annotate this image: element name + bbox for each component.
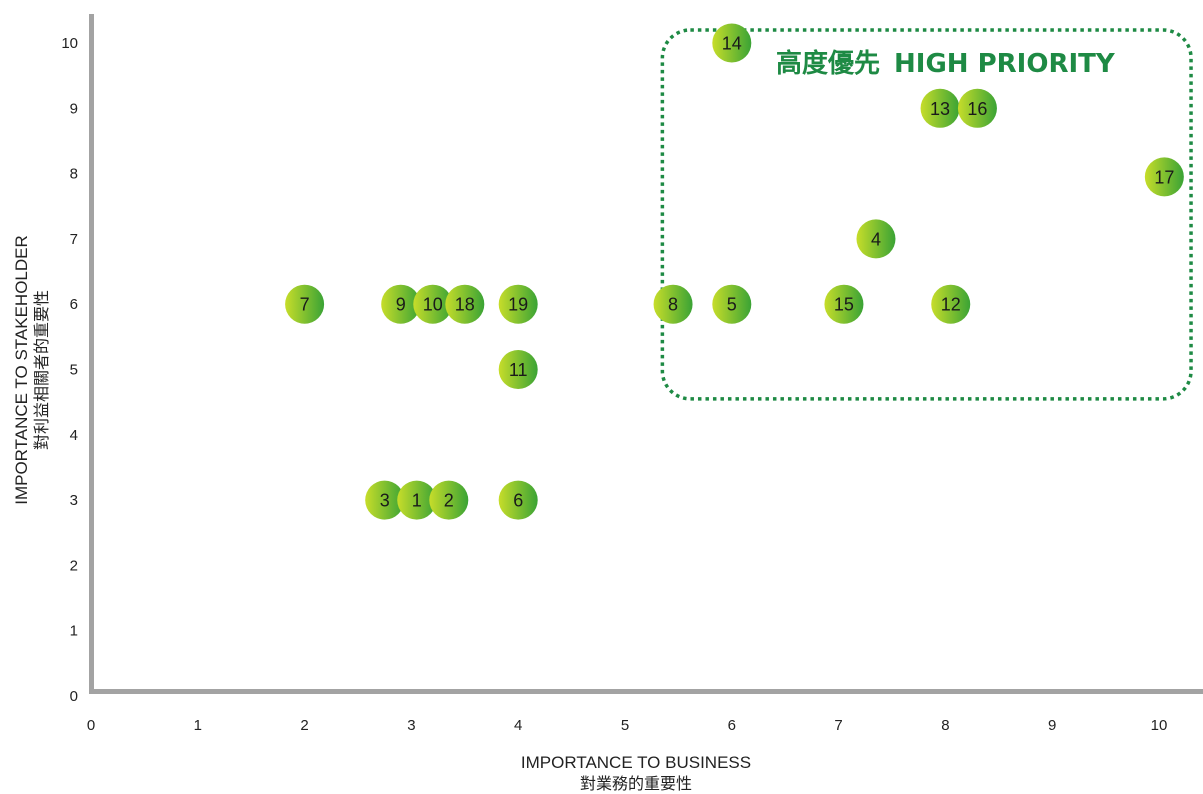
data-point-label: 18 [455,295,475,315]
data-point-marker [653,284,693,324]
data-point-marker [712,284,752,324]
data-point: 2 [429,480,469,520]
data-point: 4 [856,219,896,259]
data-point-marker [931,284,971,324]
data-point-label: 14 [722,34,742,54]
data-point: 13 [920,88,960,128]
y-tick-label: 6 [70,296,78,313]
data-point: 15 [824,284,864,324]
y-tick-label: 3 [70,492,78,509]
x-tick-labels: 0 1 2 3 4 5 6 7 8 9 10 [87,717,1168,734]
x-tick-label: 4 [514,717,522,734]
data-point: 8 [653,284,693,324]
data-point-marker [429,480,469,520]
data-point: 3 [365,480,405,520]
data-point-marker [381,284,421,324]
x-tick-label: 1 [194,717,202,734]
data-point-label: 4 [871,229,881,249]
data-point-marker [397,480,437,520]
data-point-marker [957,88,997,128]
y-tick-label: 5 [70,362,78,379]
x-axis-subtitle: 對業務的重要性 [580,774,692,793]
y-tick-label: 1 [70,623,78,640]
data-point-marker [1144,157,1184,197]
data-point: 9 [381,284,421,324]
data-point-marker [498,480,538,520]
data-point: 18 [445,284,485,324]
y-tick-label: 0 [70,688,78,705]
x-tick-label: 0 [87,717,95,734]
data-point-marker [712,23,752,63]
x-tick-label: 6 [728,717,736,734]
data-point: 16 [957,88,997,128]
data-point: 12 [931,284,971,324]
data-point-label: 2 [444,491,454,511]
y-tick-labels: 0 1 2 3 4 5 6 7 8 9 10 [61,35,78,705]
data-point-label: 12 [941,295,961,315]
data-point-label: 13 [930,99,950,119]
high-priority-label-en: HIGH PRIORITY [894,49,1116,79]
data-point-marker [285,284,325,324]
data-point-label: 19 [508,295,528,315]
data-point-marker [498,350,538,389]
data-point-label: 1 [412,491,422,511]
x-tick-label: 3 [407,717,415,734]
y-tick-label: 9 [70,100,78,117]
y-tick-label: 2 [70,557,78,574]
y-axis-subtitle: 對利益相關者的重要性 [32,290,51,450]
y-tick-label: 10 [61,35,78,52]
y-tick-label: 8 [70,166,78,183]
data-point-label: 16 [967,99,987,119]
data-point-label: 9 [396,295,406,315]
x-tick-label: 9 [1048,717,1056,734]
data-point-marker [824,284,864,324]
data-point: 6 [498,480,538,520]
data-point-label: 17 [1154,167,1174,187]
data-point-label: 6 [513,491,523,511]
y-tick-label: 7 [70,231,78,248]
data-point: 7 [285,284,325,324]
y-axis-title: IMPORTANCE TO STAKEHOLDER [12,235,31,505]
x-tick-label: 8 [941,717,949,734]
data-point-marker [856,219,896,259]
data-point-marker [365,480,405,520]
data-point-label: 7 [300,295,310,315]
data-point: 11 [498,350,538,389]
data-point-marker [413,284,453,324]
data-point-label: 15 [834,295,854,315]
data-point: 10 [413,284,453,324]
x-tick-label: 10 [1151,717,1168,734]
data-point-label: 3 [380,491,390,511]
data-point-marker [498,284,538,324]
data-point: 17 [1144,157,1184,197]
data-point: 19 [498,284,538,324]
y-tick-label: 4 [70,427,78,444]
x-axis-title: IMPORTANCE TO BUSINESS [521,753,751,772]
data-point-marker [445,284,485,324]
x-tick-label: 2 [300,717,308,734]
x-tick-label: 5 [621,717,629,734]
data-point-label: 8 [668,295,678,315]
data-point-label: 11 [509,360,528,380]
high-priority-label: 高度優先 HIGH PRIORITY [776,48,1116,79]
data-point-marker [920,88,960,128]
data-point-label: 10 [423,295,443,315]
data-point: 5 [712,284,752,324]
high-priority-region [660,28,1193,401]
data-point: 1 [397,480,437,520]
high-priority-label-cn: 高度優先 [776,48,880,79]
x-tick-label: 7 [834,717,842,734]
data-point: 14 [712,23,752,63]
data-point-label: 5 [727,295,737,315]
